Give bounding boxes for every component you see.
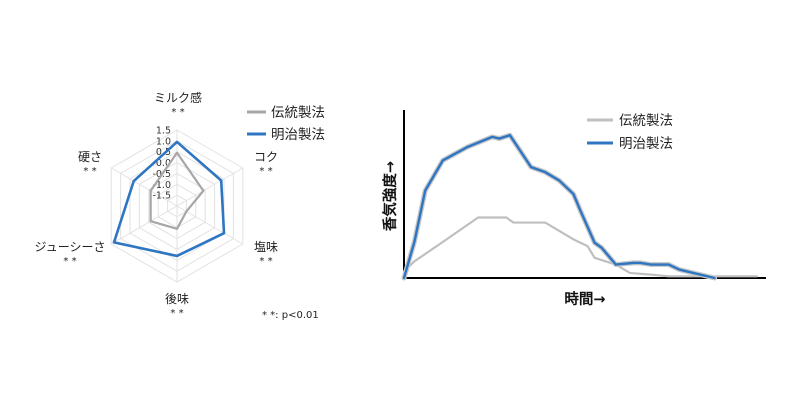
radar-axis-label-2: 塩味 xyxy=(254,239,278,254)
radar-axis-label-1: コク xyxy=(254,150,278,164)
radar-axis-sig-4: * * xyxy=(63,256,76,267)
radar-legend-label-1: 明治製法 xyxy=(271,127,325,143)
radar-tick-label: 1.0 xyxy=(156,136,171,147)
radar-axis-label-3: 後味 xyxy=(165,292,189,306)
radar-axis-sig-5: * * xyxy=(83,166,96,177)
radar-tick-label: -1.0 xyxy=(152,180,171,191)
radar-spoke-5 xyxy=(110,167,178,207)
radar-axis-label-0: ミルク感 xyxy=(154,90,202,105)
radar-spoke-2 xyxy=(176,205,244,245)
radar-tick-label: 0.0 xyxy=(156,158,171,169)
x-axis-label: 時間→ xyxy=(564,291,605,308)
radar-axis-label-4: ジューシーさ xyxy=(35,240,106,254)
radar-tick-label: -1.5 xyxy=(152,191,171,202)
radar-legend-label-0: 伝統製法 xyxy=(271,105,325,121)
line-series-0 xyxy=(402,216,759,278)
radar-spoke-4 xyxy=(110,205,178,245)
line-legend-label-1: 明治製法 xyxy=(619,136,673,152)
radar-axis-sig-1: * * xyxy=(259,166,272,177)
line-series-1 xyxy=(402,133,716,280)
radar-series-0 xyxy=(149,151,205,230)
radar-spoke-1 xyxy=(176,167,244,207)
y-axis-label: 香気強度→ xyxy=(381,161,399,231)
radar-axis-sig-2: * * xyxy=(259,256,272,267)
radar-axis-label-5: 硬さ xyxy=(78,150,102,164)
radar-note: * *: p<0.01 xyxy=(262,310,319,321)
line-legend-label-0: 伝統製法 xyxy=(619,113,673,129)
radar-axis-sig-3: * * xyxy=(170,308,183,319)
radar-tick-label: 1.5 xyxy=(156,126,171,137)
radar-axis-sig-0: * * xyxy=(171,107,184,118)
radar-series-1 xyxy=(112,140,226,258)
